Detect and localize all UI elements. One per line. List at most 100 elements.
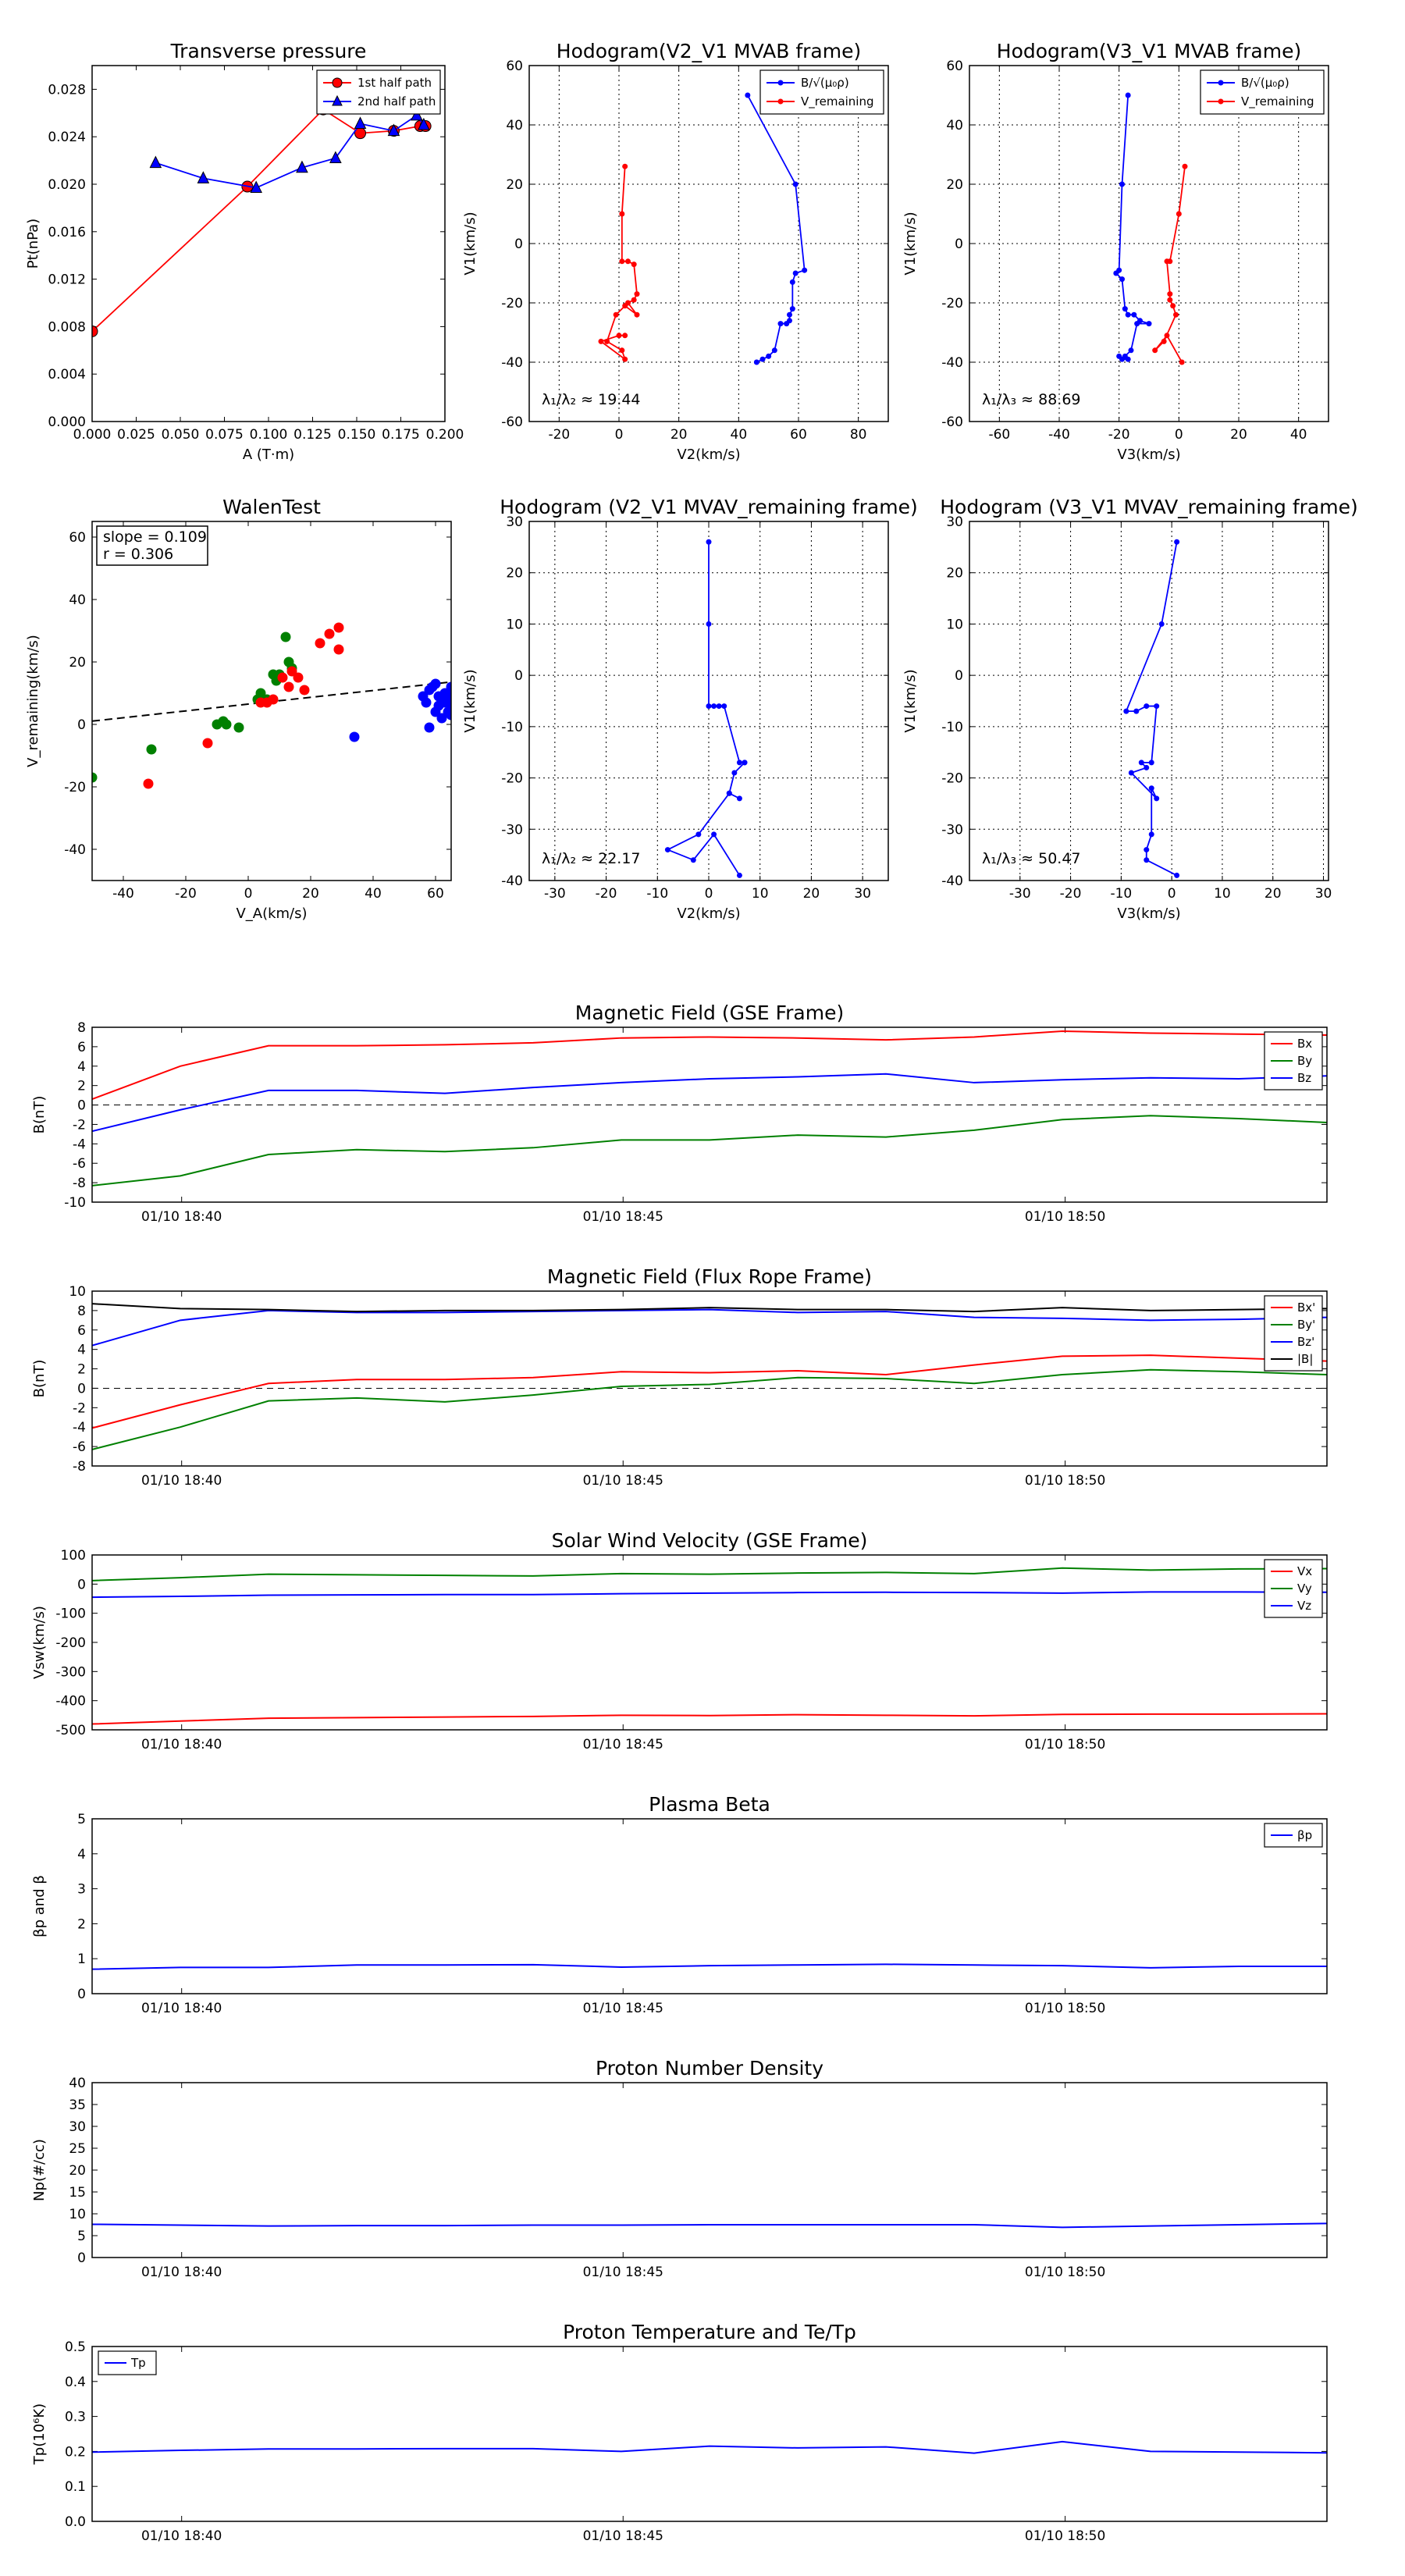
data-point: [315, 638, 325, 649]
x-tick-label: 20: [302, 886, 319, 902]
y-tick-label: 0.008: [48, 319, 86, 335]
chart-h3: -30 -20 -10 0 10 20 30-40-30-20-100102030Hodog…: [462, 496, 918, 922]
x-tick-label: 01/10 18:40: [141, 1209, 222, 1225]
chart-title: Hodogram (V2_V1 MVAV_remaining frame): [500, 496, 918, 518]
y-tick-label: 60: [506, 59, 523, 74]
eigenvalue-ratio-annotation: λ₁/λ₃ ≈ 88.69: [982, 391, 1081, 408]
series-line-1: [92, 1115, 1327, 1187]
data-point: [1154, 703, 1160, 710]
y-tick-label: 15: [69, 2185, 86, 2201]
series-line-0: [92, 1713, 1327, 1725]
chart-title: Plasma Beta: [649, 1793, 770, 1816]
data-point: [1148, 785, 1154, 792]
data-point: [1173, 311, 1179, 318]
series-line-2: [92, 1073, 1327, 1133]
chart-h4: -30 -20 -10 0 10 20 30-40-30-20-100102030Hodog…: [902, 496, 1358, 922]
data-point: [634, 291, 640, 297]
x-tick-label: -20: [596, 886, 617, 902]
x-tick-label: 40: [731, 427, 748, 443]
chart-title: Magnetic Field (Flux Rope Frame): [547, 1265, 872, 1288]
x-tick-label: -40: [1048, 427, 1070, 443]
data-point: [690, 857, 696, 863]
data-point: [1164, 258, 1170, 265]
data-point: [283, 681, 294, 692]
data-point: [726, 790, 732, 796]
y-tick-label: 0.004: [48, 367, 86, 382]
data-point: [446, 681, 451, 692]
series-line-0: [92, 1030, 1327, 1101]
legend-label: βp: [1297, 1828, 1312, 1842]
data-point: [622, 333, 628, 339]
x-axis-label: V_A(km/s): [236, 906, 307, 922]
chart-title: Hodogram(V3_V1 MVAB frame): [997, 40, 1301, 62]
y-tick-label: -30: [501, 822, 523, 838]
chart-title: Transverse pressure: [170, 40, 367, 62]
y-tick-label: 2: [77, 1079, 86, 1094]
y-tick-label: 0: [77, 1577, 86, 1592]
y-tick-label: 4: [77, 1059, 86, 1075]
legend-label: Vx: [1297, 1564, 1312, 1578]
data-point: [424, 722, 435, 733]
series-line: [666, 542, 747, 876]
y-tick-label: -4: [73, 1420, 86, 1436]
data-point: [695, 831, 702, 838]
series-line: [92, 109, 426, 333]
y-tick-label: 0.0: [65, 2514, 86, 2530]
legend-label: 1st half path: [357, 76, 432, 90]
y-tick-label: 30: [69, 2119, 86, 2135]
series-0: [664, 539, 748, 878]
y-tick-label: 10: [69, 2207, 86, 2222]
series-0: [92, 103, 432, 337]
x-tick-label: 10: [752, 886, 769, 902]
data-point: [1154, 795, 1160, 802]
x-tick-label: 0.200: [426, 427, 464, 443]
data-point: [1144, 703, 1150, 710]
eigenvalue-ratio-annotation: λ₁/λ₃ ≈ 50.47: [982, 850, 1081, 867]
legend-swatch-marker: [332, 94, 343, 106]
data-point: [146, 744, 157, 755]
data-point: [604, 338, 610, 344]
chart-title: Proton Number Density: [596, 2057, 823, 2080]
y-tick-label: 5: [77, 2229, 86, 2244]
y-tick-label: 10: [69, 1284, 86, 1300]
y-tick-label: 0.012: [48, 272, 86, 288]
axes-frame: [91, 1818, 1328, 1994]
x-tick-label: 40: [365, 886, 382, 902]
x-axis-label: V3(km/s): [1117, 447, 1180, 463]
x-axis-label: V2(km/s): [677, 447, 740, 463]
legend-label: B/√(μ₀ρ): [801, 76, 849, 90]
y-tick-label: -2: [73, 1400, 86, 1416]
y-tick-label: 0.2: [65, 2444, 86, 2460]
data-point: [622, 163, 628, 169]
annotation-line: slope = 0.109: [103, 528, 207, 546]
axes-frame: [91, 2346, 1328, 2522]
data-point: [250, 180, 262, 194]
y-tick-label: -20: [501, 296, 523, 311]
legend-swatch-marker: [777, 80, 784, 86]
chart-ts3: -500 -400 -300 -200 -100 0 100 01/10 18:40 01/10…: [31, 1529, 1328, 1752]
x-tick-label: -60: [988, 427, 1010, 443]
series-0: [1123, 539, 1180, 878]
y-axis-label: Vsw(km/s): [31, 1606, 48, 1679]
y-tick-label: 35: [69, 2097, 86, 2113]
y-tick-label: 0: [77, 1381, 86, 1397]
legend-label: Bx: [1297, 1037, 1312, 1051]
series-line-0: [92, 2222, 1327, 2229]
data-point: [777, 321, 784, 327]
data-point: [792, 270, 799, 276]
y-tick-label: -40: [501, 873, 523, 889]
x-tick-label: 10: [1214, 886, 1231, 902]
y-tick-label: 20: [69, 2163, 86, 2179]
x-tick-label: 0: [244, 886, 253, 902]
y-tick-label: 20: [506, 177, 523, 193]
data-point: [766, 353, 772, 359]
x-tick-label: 30: [1315, 886, 1332, 902]
data-point: [789, 279, 795, 285]
x-tick-label: 01/10 18:50: [1025, 2528, 1105, 2544]
axes-frame: [91, 1290, 1328, 1467]
series-line: [747, 94, 806, 363]
y-tick-label: 8: [77, 1304, 86, 1319]
data-point: [349, 731, 360, 742]
x-tick-label: 01/10 18:40: [141, 2265, 222, 2280]
data-point: [625, 258, 631, 265]
